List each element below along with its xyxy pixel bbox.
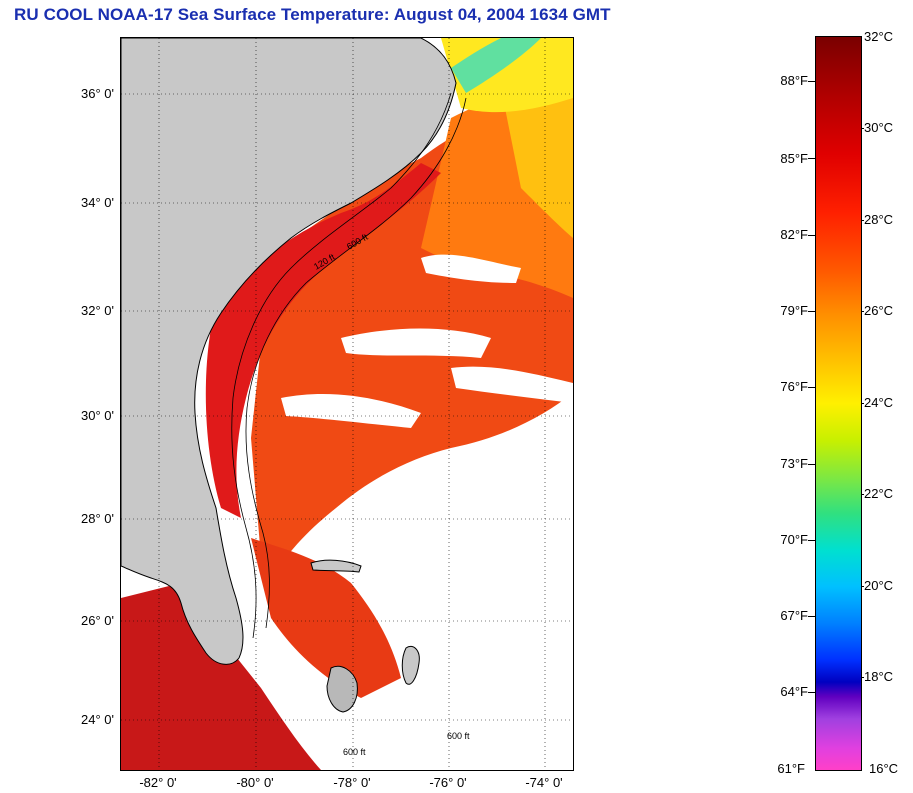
colorbar-f-73: 73°F <box>780 456 808 471</box>
colorbar-tick <box>808 464 815 465</box>
colorbar-tick <box>808 387 815 388</box>
colorbar-tick <box>861 311 864 312</box>
cloud-gap-4 <box>451 366 573 403</box>
colorbar-c-22: 22°C <box>864 486 894 501</box>
colorbar-f-64: 64°F <box>780 684 808 699</box>
lat-label-28: 28° 0' <box>81 511 114 526</box>
land-bahamas-grand <box>310 559 362 573</box>
colorbar-f-76: 76°F <box>780 379 808 394</box>
colorbar-tick <box>808 81 815 82</box>
lat-label-36: 36° 0' <box>81 86 114 101</box>
cloud-gap-2 <box>341 328 491 358</box>
graticule <box>121 38 573 770</box>
colorbar-f-70: 70°F <box>780 532 808 547</box>
colorbar-f-88: 88°F <box>780 73 808 88</box>
colorbar-f-67: 67°F <box>780 608 808 623</box>
colorbar-tick <box>861 220 864 221</box>
colorbar-tick <box>808 616 815 617</box>
lat-label-30: 30° 0' <box>81 408 114 423</box>
colorbar-f-82: 82°F <box>780 227 808 242</box>
isobath-120ft <box>231 92 452 639</box>
temperature-colorbar <box>815 36 862 771</box>
sst-warm-south <box>251 538 401 698</box>
colorbar-f-79: 79°F <box>780 303 808 318</box>
land-southeast-us <box>121 38 457 665</box>
sst-hot-nearshore <box>205 163 441 518</box>
sst-hot-south <box>121 583 321 770</box>
lat-label-32: 32° 0' <box>81 303 114 318</box>
colorbar-tick <box>861 128 864 129</box>
land-bahamas-eleuthera <box>401 645 420 685</box>
colorbar-tick <box>808 692 815 693</box>
colorbar-tick <box>808 311 815 312</box>
colorbar-tick <box>861 586 864 587</box>
lat-label-26: 26° 0' <box>81 613 114 628</box>
contour-label-600ft-3: 600 ft <box>447 731 470 741</box>
colorbar-c-28: 28°C <box>864 212 894 227</box>
colorbar-f-85: 85°F <box>780 151 808 166</box>
lon-label-82: -82° 0' <box>139 775 177 790</box>
lat-label-24: 24° 0' <box>81 712 114 727</box>
colorbar-c-18: 18°C <box>864 669 894 684</box>
sst-map-canvas: 120 ft 600 ft 600 ft 600 ft <box>121 38 573 770</box>
isobath-600ft <box>245 97 467 629</box>
colorbar-c-16: 16°C <box>869 761 899 776</box>
sst-map[interactable]: 120 ft 600 ft 600 ft 600 ft <box>120 37 574 771</box>
colorbar-tick <box>861 403 864 404</box>
colorbar-tick <box>808 158 815 159</box>
lat-label-34: 34° 0' <box>81 195 114 210</box>
contour-label-600ft-2: 600 ft <box>343 747 366 757</box>
lon-label-76: -76° 0' <box>429 775 467 790</box>
colorbar-tick <box>808 540 815 541</box>
colorbar-f-61: 61°F <box>777 761 805 776</box>
colorbar-c-24: 24°C <box>864 395 894 410</box>
cloud-gap-1 <box>421 254 521 283</box>
colorbar-c-20: 20°C <box>864 578 894 593</box>
map-title: RU COOL NOAA-17 Sea Surface Temperature:… <box>14 5 611 24</box>
colorbar-tick <box>808 235 815 236</box>
colorbar-c-30: 30°C <box>864 120 894 135</box>
lon-label-80: -80° 0' <box>236 775 274 790</box>
colorbar-tick <box>861 677 864 678</box>
cloud-gap-3 <box>281 393 421 428</box>
lon-label-74: -74° 0' <box>525 775 563 790</box>
colorbar-tick <box>861 494 864 495</box>
colorbar-c-26: 26°C <box>864 303 894 318</box>
land-bahamas-andros <box>326 665 358 713</box>
colorbar-c-32: 32°C <box>864 29 894 44</box>
sst-cool-water <box>451 38 541 93</box>
lon-label-78: -78° 0' <box>333 775 371 790</box>
